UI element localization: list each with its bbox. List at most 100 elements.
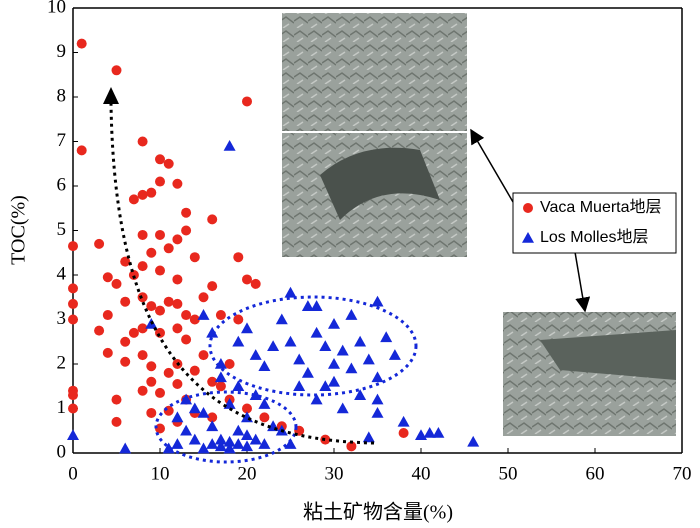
triangle-point — [197, 309, 210, 320]
triangle-point — [522, 232, 534, 243]
circle-point — [172, 178, 183, 189]
triangle-point — [371, 393, 384, 405]
circle-point — [137, 229, 148, 240]
x-tick-label: 20 — [238, 463, 257, 484]
x-tick-label: 40 — [412, 463, 431, 484]
circle-point — [172, 323, 183, 334]
triangle-point — [267, 340, 280, 351]
triangle-point — [371, 295, 384, 307]
circle-point — [198, 350, 209, 361]
circle-point — [172, 379, 183, 390]
circle-point — [207, 214, 218, 225]
circle-point — [102, 347, 113, 358]
triangle-point — [249, 349, 262, 360]
circle-point — [172, 274, 183, 285]
triangle-point — [293, 353, 306, 365]
sem-detail — [320, 147, 440, 220]
circle-point — [215, 310, 226, 321]
triangle-point — [258, 398, 271, 409]
circle-point — [146, 247, 157, 258]
circle-point — [189, 252, 200, 263]
circle-point — [68, 241, 78, 252]
triangle-point — [214, 440, 227, 452]
circle-point — [172, 298, 183, 309]
circle-point — [233, 252, 244, 263]
triangle-point — [275, 313, 288, 325]
triangle-point — [328, 317, 340, 329]
circle-point — [102, 310, 113, 321]
circle-point — [155, 154, 165, 165]
triangle-point — [232, 380, 245, 392]
circle-point — [215, 381, 226, 392]
circle-point — [68, 314, 78, 325]
y-tick-label: 1 — [57, 397, 67, 418]
circle-point — [128, 270, 139, 280]
y-tick-label: 2 — [57, 352, 67, 373]
circle-point — [120, 336, 131, 347]
circle-point — [155, 265, 165, 276]
triangle-point — [301, 366, 314, 378]
circle-point — [155, 423, 165, 434]
circle-point — [68, 283, 78, 294]
circle-point — [137, 189, 148, 200]
triangle-point — [214, 433, 227, 445]
triangle-point — [206, 438, 219, 449]
triangle-point — [310, 300, 323, 311]
circle-point — [146, 407, 157, 418]
circle-point — [163, 405, 174, 416]
circle-point — [198, 292, 209, 303]
circle-point — [146, 376, 157, 387]
triangle-point — [336, 344, 349, 356]
triangle-point — [206, 420, 219, 432]
triangle-point — [328, 358, 340, 369]
sem-image — [282, 13, 467, 131]
circle-point — [181, 225, 192, 236]
circle-point — [111, 65, 122, 76]
x-axis-label: 粘土矿物含量(%) — [303, 501, 453, 524]
circle-point — [155, 176, 165, 187]
circle-point — [523, 203, 533, 213]
circle-point — [128, 327, 139, 338]
y-tick-label: 5 — [57, 219, 67, 240]
triangle-point — [371, 406, 384, 418]
triangle-point — [467, 435, 480, 447]
triangle-point — [67, 429, 79, 440]
triangle-point — [171, 438, 184, 449]
circle-point — [111, 278, 122, 289]
circle-point — [242, 96, 252, 107]
x-tick-label: 0 — [68, 463, 78, 484]
circle-point — [94, 325, 105, 336]
triangle-point — [197, 406, 210, 418]
x-tick-label: 50 — [499, 463, 518, 484]
circle-point — [68, 390, 78, 401]
y-tick-label: 7 — [57, 130, 67, 151]
x-tick-label: 10 — [151, 463, 170, 484]
circle-point — [172, 234, 183, 245]
triangle-point — [241, 429, 253, 440]
triangle-point — [206, 326, 219, 338]
triangle-point — [284, 438, 297, 449]
circle-point — [233, 314, 244, 325]
circle-point — [163, 367, 174, 378]
circle-point — [128, 194, 139, 205]
circle-point — [224, 359, 235, 369]
triangle-point — [423, 426, 436, 438]
circle-point — [111, 394, 122, 405]
cluster-ellipse — [154, 390, 298, 464]
triangle-point — [432, 426, 445, 438]
circle-point — [181, 334, 192, 345]
triangle-point — [345, 362, 358, 374]
circle-point — [102, 272, 113, 283]
triangle-point — [197, 442, 210, 454]
circle-point — [120, 296, 131, 307]
triangle-point — [232, 424, 245, 436]
circle-point — [68, 298, 78, 309]
triangle-point — [188, 402, 201, 414]
circle-point — [181, 207, 192, 218]
legend-label: Vaca Muerta地层 — [540, 198, 662, 216]
circle-point — [120, 256, 131, 267]
triangle-point — [188, 433, 201, 445]
triangle-point — [258, 360, 271, 372]
circle-point — [242, 274, 252, 285]
